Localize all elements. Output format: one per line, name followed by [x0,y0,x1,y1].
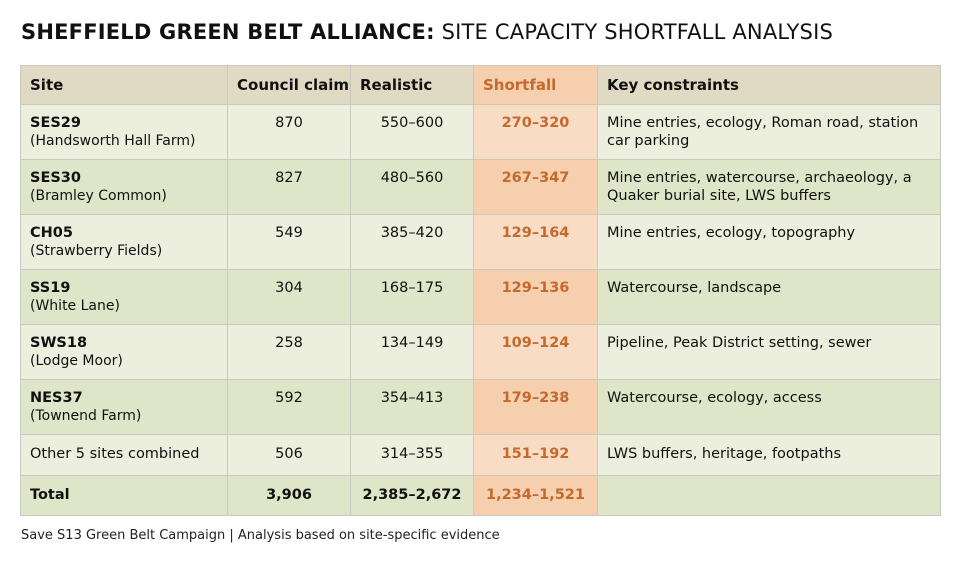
constraints-cell: Watercourse, ecology, access [597,379,941,435]
council-claims-cell: 592 [227,379,351,435]
table-row: SWS18 (Lodge Moor) 258 134–149 109–124 P… [20,324,941,380]
site-cell: CH05 (Strawberry Fields) [20,214,228,270]
table-row: CH05 (Strawberry Fields) 549 385–420 129… [20,214,941,270]
table-row: SS19 (White Lane) 304 168–175 129–136 Wa… [20,269,941,325]
constraints-cell: LWS buffers, heritage, footpaths [597,434,941,476]
realistic-cell: 385–420 [350,214,474,270]
other-sites-row: Other 5 sites combined 506 314–355 151–1… [20,434,941,476]
capacity-table: Site Council claims Realistic Shortfall … [20,65,941,516]
site-cell: Other 5 sites combined [20,434,228,476]
column-header-realistic: Realistic [350,65,474,105]
site-name: (Townend Farm) [30,408,142,424]
site-cell: NES37 (Townend Farm) [20,379,228,435]
realistic-cell: 168–175 [350,269,474,325]
table-row: NES37 (Townend Farm) 592 354–413 179–238… [20,379,941,435]
council-claims-cell: 549 [227,214,351,270]
realistic-cell: 550–600 [350,104,474,160]
table-row: SES30 (Bramley Common) 827 480–560 267–3… [20,159,941,215]
constraints-cell: Watercourse, landscape [597,269,941,325]
shortfall-cell: 129–164 [473,214,598,270]
realistic-cell: 314–355 [350,434,474,476]
council-claims-cell: 870 [227,104,351,160]
realistic-cell: 134–149 [350,324,474,380]
shortfall-cell: 109–124 [473,324,598,380]
total-realistic: 2,385–2,672 [350,475,474,516]
site-name: (Lodge Moor) [30,353,123,369]
council-claims-cell: 258 [227,324,351,380]
column-header-site: Site [20,65,228,105]
total-shortfall: 1,234–1,521 [473,475,598,516]
council-claims-cell: 827 [227,159,351,215]
column-header-key-constraints: Key constraints [597,65,941,105]
column-header-shortfall: Shortfall [473,65,598,105]
site-code: SS19 [30,280,71,296]
constraints-cell: Mine entries, watercourse, archaeology, … [597,159,941,215]
site-name: (Handsworth Hall Farm) [30,133,196,149]
site-cell: SS19 (White Lane) [20,269,228,325]
site-code: SES30 [30,170,81,186]
site-name: (Bramley Common) [30,188,167,204]
page-title-rest: SITE CAPACITY SHORTFALL ANALYSIS [441,20,834,44]
realistic-cell: 480–560 [350,159,474,215]
constraints-cell: Pipeline, Peak District setting, sewer [597,324,941,380]
column-header-council-claims: Council claims [227,65,351,105]
constraints-cell: Mine entries, ecology, Roman road, stati… [597,104,941,160]
footer-note: Save S13 Green Belt Campaign | Analysis … [21,528,500,543]
site-code: SES29 [30,115,81,131]
shortfall-cell: 151–192 [473,434,598,476]
page-title-bold: SHEFFIELD GREEN BELT ALLIANCE: [21,20,435,44]
total-row: Total 3,906 2,385–2,672 1,234–1,521 [20,475,941,516]
table-row: SES29 (Handsworth Hall Farm) 870 550–600… [20,104,941,160]
total-council-claims: 3,906 [227,475,351,516]
site-code: CH05 [30,225,73,241]
site-code: SWS18 [30,335,88,351]
site-cell: SES30 (Bramley Common) [20,159,228,215]
site-cell: SWS18 (Lodge Moor) [20,324,228,380]
site-name: (Strawberry Fields) [30,243,163,259]
shortfall-cell: 270–320 [473,104,598,160]
site-cell: SES29 (Handsworth Hall Farm) [20,104,228,160]
total-constraints [597,475,941,516]
total-label: Total [20,475,228,516]
table-header-row: Site Council claims Realistic Shortfall … [20,65,941,105]
shortfall-cell: 179–238 [473,379,598,435]
council-claims-cell: 304 [227,269,351,325]
site-code: NES37 [30,390,83,406]
council-claims-cell: 506 [227,434,351,476]
shortfall-cell: 129–136 [473,269,598,325]
site-name: (White Lane) [30,298,120,314]
constraints-cell: Mine entries, ecology, topography [597,214,941,270]
page-title: SHEFFIELD GREEN BELT ALLIANCE: SITE CAPA… [21,20,833,44]
realistic-cell: 354–413 [350,379,474,435]
shortfall-cell: 267–347 [473,159,598,215]
